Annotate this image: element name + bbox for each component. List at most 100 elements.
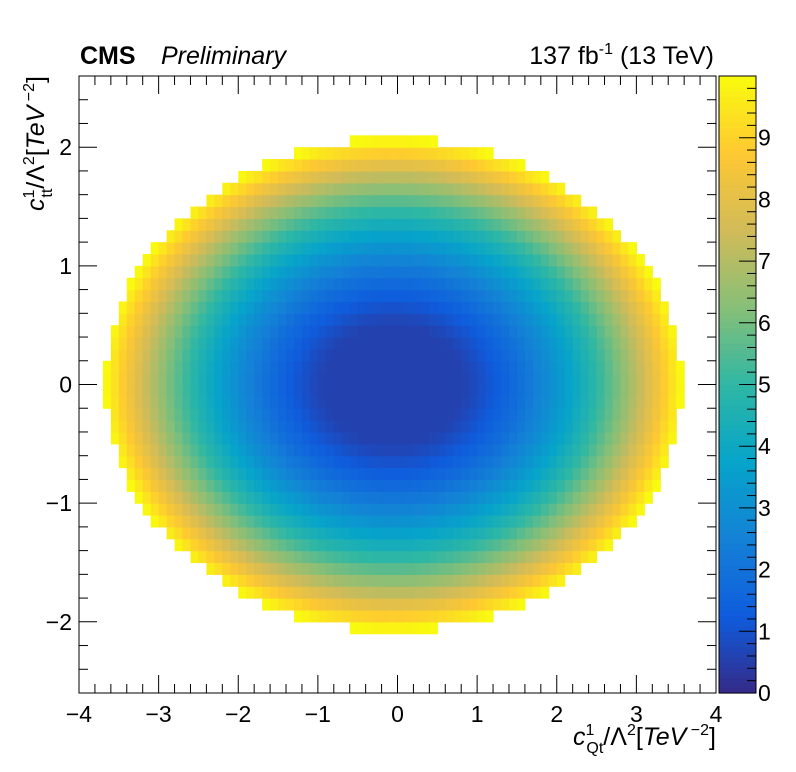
heatmap-cell [580,337,590,350]
heatmap-cell [596,218,606,231]
heatmap-cell [604,538,614,552]
heatmap-cell [134,384,144,397]
heatmap-cell [612,455,622,469]
heatmap-cell [230,313,239,326]
heatmap-cell [238,194,247,208]
heatmap-cell [588,515,598,528]
heatmap-cell [453,455,462,469]
heatmap-cell [397,408,407,421]
heatmap-cell [389,242,399,255]
heatmap-cell [556,420,566,433]
heatmap-cell [469,337,478,350]
heatmap-cell [278,467,287,481]
colorbar-segment [719,142,756,149]
heatmap-cell [469,253,478,267]
heatmap-cell [469,206,478,219]
heatmap-cell [516,277,526,291]
heatmap-cell [453,467,462,481]
heatmap-cell [222,289,231,303]
heatmap-cell [564,265,574,279]
heatmap-cell [222,230,231,243]
heatmap-cell [150,265,160,279]
heatmap-cell [365,147,375,160]
heatmap-cell [501,337,510,350]
heatmap-cell [556,503,566,516]
heatmap-cell [445,194,454,208]
heatmap-cell [357,253,367,267]
heatmap-cell [365,479,375,492]
heatmap-cell [429,206,438,219]
colorbar-segment [719,410,756,416]
heatmap-cell [301,289,311,303]
heatmap-cell [182,431,192,445]
heatmap-cell [309,147,319,160]
heatmap-cell [437,550,446,564]
heatmap-cell [325,609,335,623]
heatmap-cell [421,515,430,528]
heatmap-cell [238,265,247,279]
heatmap-cell [501,384,510,397]
heatmap-cell [214,455,223,469]
heatmap-cell [421,538,430,552]
heatmap-cell [174,265,184,279]
heatmap-cell [572,301,582,314]
heatmap-cell [461,526,470,540]
heatmap-cell [198,431,207,445]
x-tick-label: 2 [550,701,563,727]
heatmap-cell [270,526,279,540]
heatmap-cell [381,479,391,492]
heatmap-cell [365,586,375,599]
heatmap-cell [397,598,407,611]
heatmap-cell [262,586,271,599]
colorbar-segment [719,657,756,663]
heatmap-cell [564,384,574,397]
heatmap-cell [110,396,120,409]
heatmap-cell [286,159,295,172]
heatmap-cell [516,526,526,540]
heatmap-cell [485,147,494,160]
heatmap-cell [198,443,207,457]
heatmap-cell [413,230,422,243]
heatmap-cell [604,348,614,362]
heatmap-cell [477,218,486,231]
heatmap-cell [110,431,120,445]
heatmap-cell [317,538,327,552]
heatmap-cell [349,348,359,362]
heatmap-cell [309,325,319,338]
heatmap-cell [604,325,614,338]
heatmap-cell [206,277,215,291]
heatmap-cell [572,443,582,457]
z-tick-label: 2 [758,557,771,583]
heatmap-cell [373,135,383,148]
heatmap-cell [349,301,359,314]
heatmap-cell [516,479,526,492]
heatmap-cell [174,479,184,492]
heatmap-cell [413,598,422,611]
heatmap-cell [636,348,645,362]
heatmap-cell [397,289,407,303]
colorbar-segment [719,374,756,380]
heatmap-cell [493,538,502,552]
heatmap-cell [381,372,391,386]
heatmap-cell [469,503,478,516]
heatmap-cell [309,503,319,516]
heatmap-cell [628,396,637,409]
heatmap-cell [270,277,279,291]
heatmap-cell [548,515,558,528]
heatmap-cell [485,515,494,528]
heatmap-cell [365,396,375,409]
heatmap-cell [524,301,534,314]
heatmap-cell [365,515,375,528]
colorbar-segment [719,446,756,452]
heatmap-cell [206,408,215,421]
heatmap-cell [142,372,152,386]
heatmap-cell [540,562,550,575]
heatmap-cell [270,301,279,314]
heatmap-cell [325,170,335,184]
heatmap-cell [190,455,200,469]
heatmap-cell [373,538,383,552]
heatmap-cell [206,348,215,362]
heatmap-cell [142,337,152,350]
heatmap-cell [477,562,486,575]
heatmap-cell [365,420,375,433]
